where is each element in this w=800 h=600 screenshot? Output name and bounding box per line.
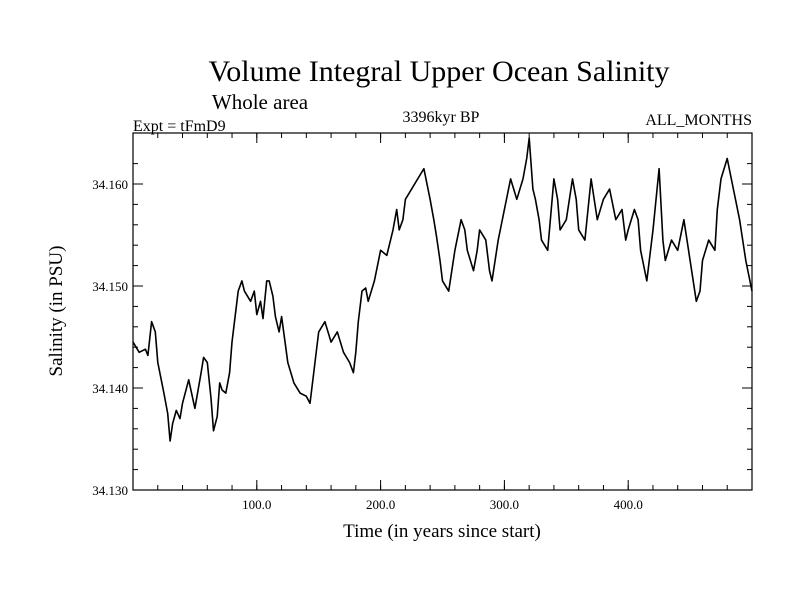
x-axis-label: Time (in years since start) [343, 521, 541, 542]
plot-frame [132, 132, 753, 491]
x-tick-label: 200.0 [366, 497, 395, 512]
x-tick-label: 400.0 [614, 497, 643, 512]
months-label: ALL_MONTHS [645, 112, 752, 129]
salinity-series-line [132, 137, 753, 442]
y-tick-label: 34.150 [92, 279, 128, 294]
axis-ticks [133, 133, 752, 491]
experiment-label: Expt = tFmD9 [133, 118, 226, 135]
time-period-label: 3396kyr BP [403, 109, 480, 126]
x-tick-label: 100.0 [242, 497, 271, 512]
chart-subtitle: Whole area [212, 90, 309, 114]
y-tick-label: 34.130 [92, 483, 128, 498]
chart-title: Volume Integral Upper Ocean Salinity [209, 55, 670, 88]
y-axis-label: Salinity (in PSU) [46, 246, 67, 377]
tick-labels: 100.0 200.0 300.0 400.0 34.130 34.140 34.150 34… [92, 177, 643, 512]
y-tick-label: 34.140 [92, 381, 128, 396]
y-tick-label: 34.160 [92, 177, 128, 192]
x-tick-label: 300.0 [490, 497, 519, 512]
